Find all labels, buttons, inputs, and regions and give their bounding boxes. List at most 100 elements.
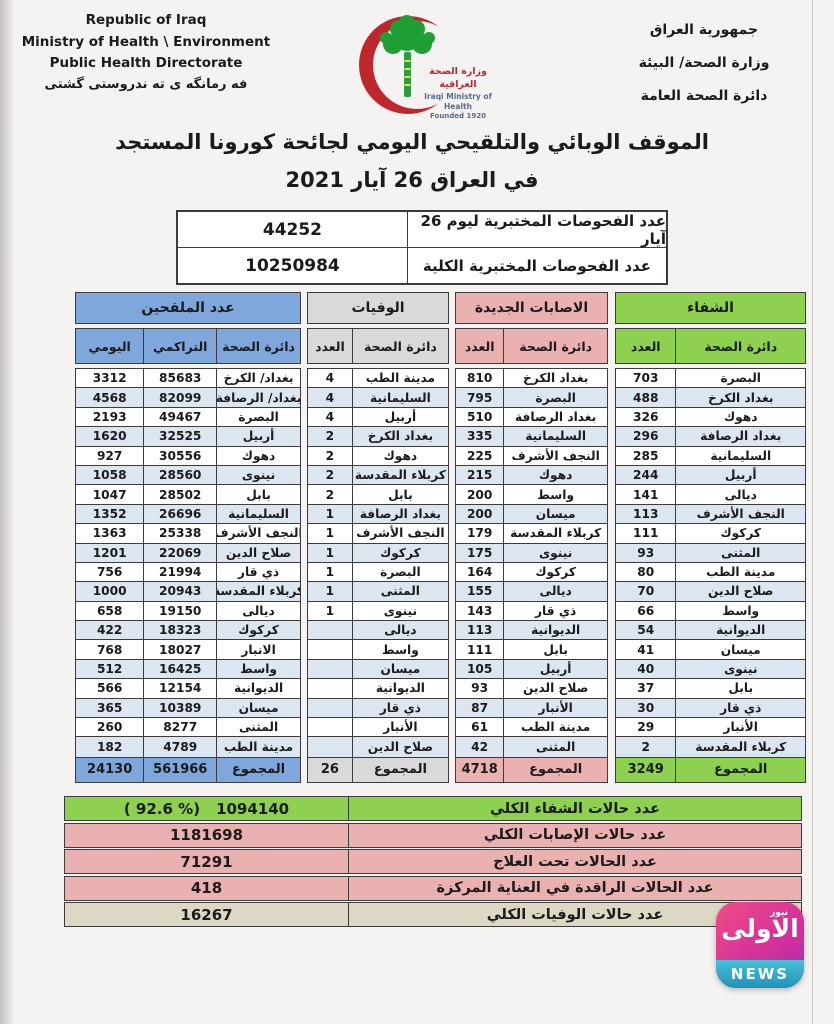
table-cell: ديالى <box>539 584 572 599</box>
table-cell: واسط <box>382 642 419 657</box>
table-cell: أربيل <box>384 409 417 424</box>
title-line-1: الموقف الوبائي والتلقيحي اليومي لجائحة ك… <box>115 130 709 154</box>
table-row: ديالى <box>308 621 448 641</box>
table-cell: 756 <box>76 562 145 582</box>
summary-label: عدد الحالات تحت العلاج <box>493 853 657 870</box>
table-cell: ديالى <box>384 623 417 638</box>
table-row: 1000 20943 كربلاء المقدسة <box>76 582 300 602</box>
table-cell: 260 <box>76 718 145 737</box>
summary-table: ( 92.6 %) 1094140 عدد حالات الشفاء الكلي… <box>64 796 802 929</box>
table-cell: 85683 <box>144 369 218 388</box>
table-cell: 1352 <box>76 504 145 524</box>
table-cell: الديوانية <box>716 623 766 638</box>
table-cell: 28502 <box>144 485 218 504</box>
table-cell: 335 <box>456 427 505 446</box>
table-column-headers: العدد دائرة الصحة <box>307 328 449 364</box>
table-cell: ميسان <box>535 506 576 521</box>
table-cell: كركوك <box>238 623 279 638</box>
table-cell: أربيل <box>724 468 757 483</box>
summary-value: 1181698 <box>65 823 349 847</box>
table-cell: الأنبار <box>538 700 573 715</box>
table-row: الديوانية <box>308 679 448 699</box>
table-row: 80 مدينة الطب <box>616 562 805 583</box>
table-cell: كربلاء المقدسة <box>354 468 446 483</box>
table-row: 335 السليمانية <box>456 427 607 447</box>
table-row: 37 بابل <box>616 679 805 699</box>
header-english-line: Ministry of Health \ Environment <box>21 33 271 50</box>
header-arabic-line: دائرة الصحة العامة <box>640 87 768 104</box>
table-title: الشفاء <box>615 292 806 324</box>
table-cell: الأنبار <box>723 720 758 735</box>
header-english: Republic of Iraq Ministry of Health \ En… <box>16 10 276 96</box>
table-row: 2 كربلاء المقدسة <box>616 737 805 757</box>
table-row: 703 البصرة <box>616 369 805 389</box>
table-row: 1 بغداد الرصافة <box>308 504 448 525</box>
table-cell: 1047 <box>76 485 145 504</box>
table-cell: 2 <box>308 427 353 446</box>
table-total-row: 4718 المجموع <box>455 757 608 783</box>
table-row: 141 ديالى <box>616 485 805 505</box>
table-row: 155 ديالى <box>456 582 607 602</box>
tests-daily-label: عدد الفحوصات المختبرية ليوم 26 آيار <box>420 211 666 248</box>
table-cell: ديالى <box>242 603 275 618</box>
table-row: 215 دهوك <box>456 465 607 486</box>
table-cell: نينوى <box>383 603 418 618</box>
table-cell: بغداد الرصافة <box>515 409 597 424</box>
table-cell: الانبار <box>241 642 276 657</box>
table-row: 4 السليمانية <box>308 388 448 408</box>
table-cell: 143 <box>456 601 505 621</box>
new-infections-table: الاصابات الجديدة العدد دائرة الصحة 810 بغداد… <box>455 292 608 783</box>
table-cell: نينوى <box>538 545 573 560</box>
table-row: 658 19150 ديالى <box>76 601 300 622</box>
table-cell: 658 <box>76 601 145 621</box>
table-cell: 182 <box>76 737 145 757</box>
summary-number: 418 <box>190 879 223 897</box>
table-cell: ذي قار <box>535 603 577 618</box>
news-logo-badge: نيوز الاولى NEWS <box>716 902 804 988</box>
column-header: العدد <box>456 329 505 363</box>
table-row: 30 ذي قار <box>616 698 805 719</box>
table-cell: 810 <box>456 369 505 388</box>
table-row: 93 المثنى <box>616 543 805 563</box>
table-cell <box>308 679 353 698</box>
table-row: 44252 عدد الفحوصات المختبرية ليوم 26 آيا… <box>178 212 666 248</box>
table-cell: واسط <box>722 603 760 618</box>
table-row: 1 كركوك <box>308 543 448 563</box>
table-cell: كركوك <box>380 545 421 560</box>
table-body: 4 مدينة الطب 4 السليمانية 4 أربيل 2 بغداد الكرخ… <box>307 368 449 758</box>
table-cell: 80 <box>616 562 677 582</box>
table-cell: 2193 <box>76 407 145 427</box>
table-cell <box>308 698 353 718</box>
summary-number: 1181698 <box>169 826 244 844</box>
table-cell: 70 <box>616 582 677 601</box>
total-cell: المجموع <box>231 762 286 778</box>
summary-row-under-treatment: 71291 عدد الحالات تحت العلاج <box>64 849 802 874</box>
table-cell: 4 <box>308 407 353 427</box>
table-cell: 179 <box>456 524 505 543</box>
table-cell: 566 <box>76 679 145 698</box>
table-row: 225 النجف الأشرف <box>456 446 607 466</box>
lab-tests-table: 44252 عدد الفحوصات المختبرية ليوم 26 آيا… <box>176 210 668 285</box>
table-row: 4568 82099 بغداد/ الرصافة <box>76 388 300 408</box>
table-cell: 20943 <box>144 582 218 601</box>
table-row: الأنبار <box>308 718 448 738</box>
table-cell: 49467 <box>144 407 218 427</box>
table-cell: 703 <box>616 369 677 388</box>
table-cell: 1 <box>308 543 353 562</box>
total-cell: 3249 <box>616 757 677 782</box>
table-row: 200 ميسان <box>456 504 607 525</box>
total-cell: المجموع <box>529 762 583 778</box>
table-cell: 1 <box>308 562 353 582</box>
table-cell: النجف الأشرف <box>511 448 600 463</box>
table-row: 326 دهوك <box>616 407 805 428</box>
table-cell: بغداد/ الرصافة <box>217 390 300 405</box>
table-row: 41 ميسان <box>616 640 805 660</box>
table-row: 512 16425 واسط <box>76 659 300 680</box>
table-cell: المثنى <box>536 740 576 755</box>
table-cell: السليمانية <box>228 506 289 521</box>
crescent-palm-icon <box>359 15 461 114</box>
table-row: 4 أربيل <box>308 407 448 428</box>
total-cell: 561966 <box>144 757 218 782</box>
table-cell: 155 <box>456 582 505 601</box>
table-cell: 200 <box>456 504 505 524</box>
